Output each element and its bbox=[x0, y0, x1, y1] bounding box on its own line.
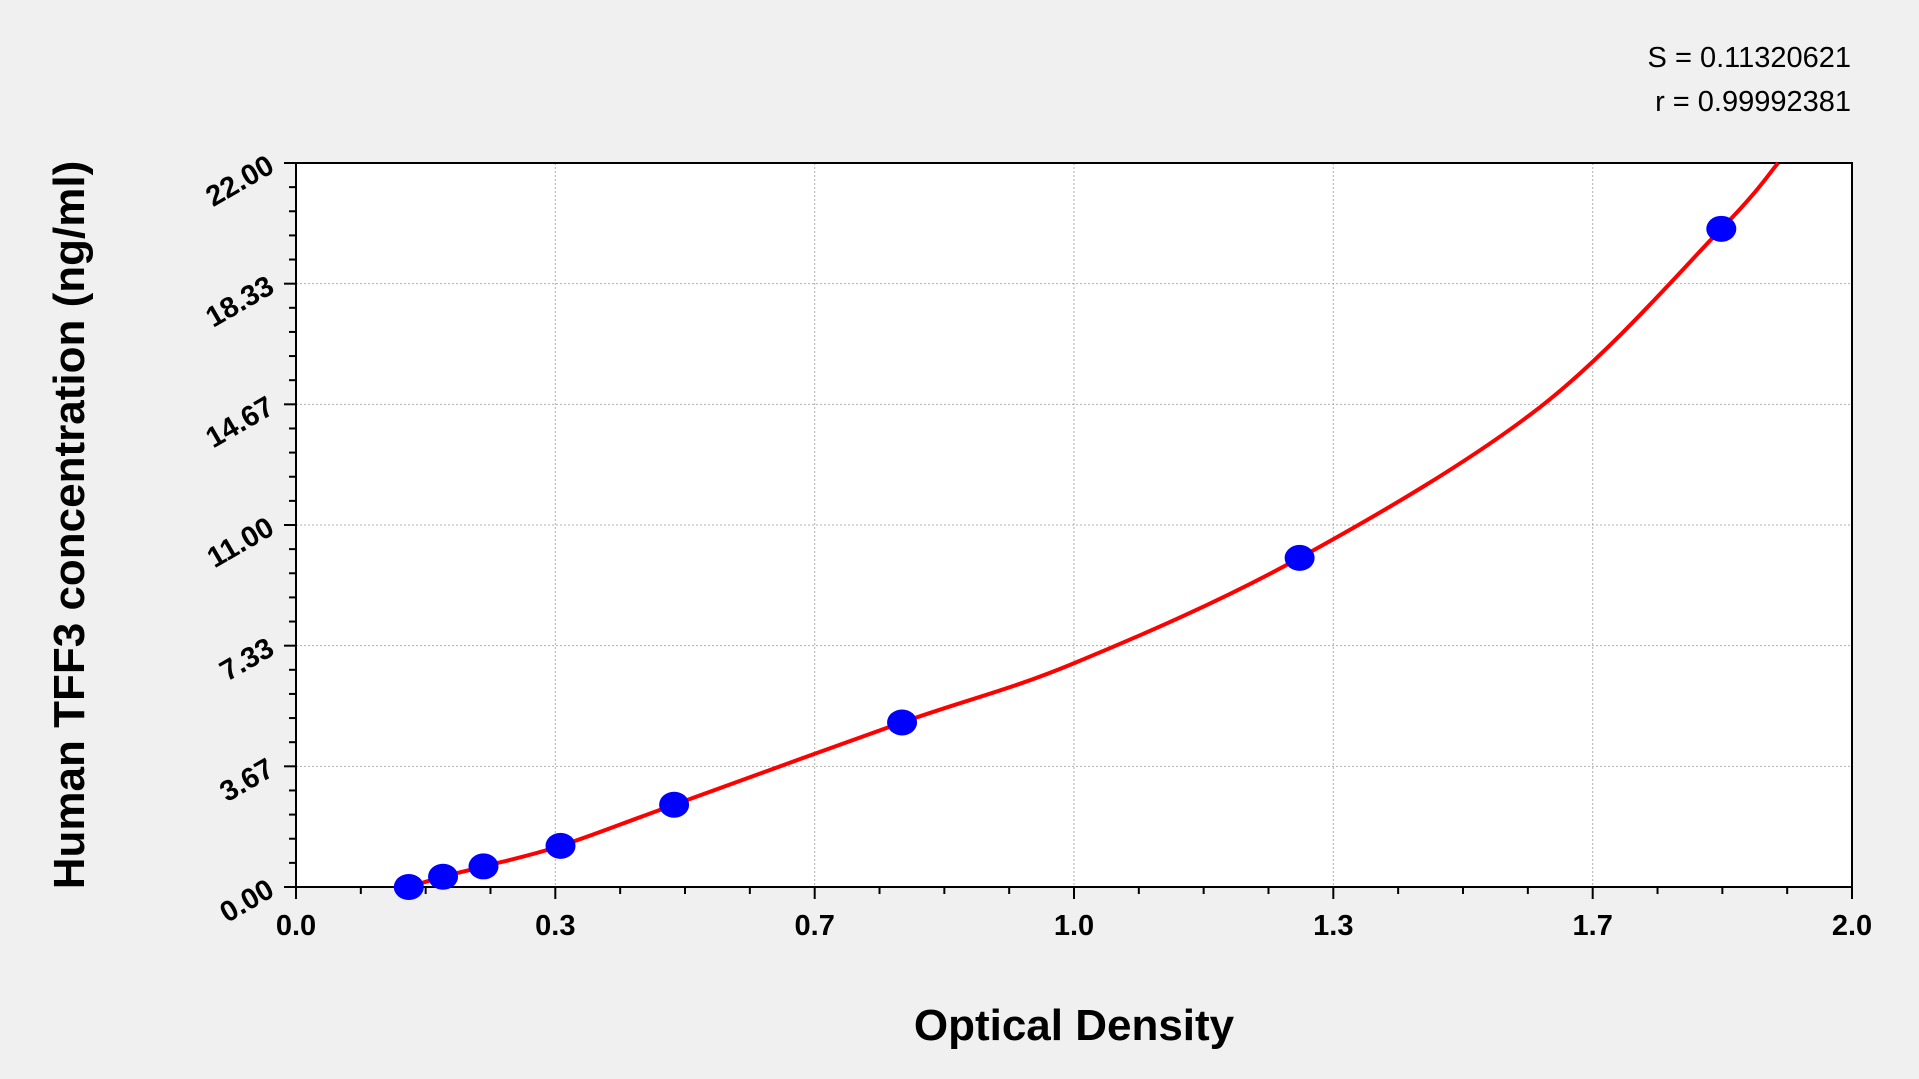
data-point bbox=[428, 863, 459, 890]
x-tick-label: 1.7 bbox=[1573, 910, 1613, 942]
y-tick-label: 18.33 bbox=[201, 270, 280, 334]
y-tick-label: 22.00 bbox=[201, 149, 280, 213]
y-tick-label: 7.33 bbox=[215, 632, 280, 688]
x-tick-label: 0.7 bbox=[795, 910, 835, 942]
x-axis-label: Optical Density bbox=[914, 1001, 1235, 1050]
data-point bbox=[659, 791, 690, 818]
data-point bbox=[1706, 215, 1737, 242]
plot-frame bbox=[295, 162, 1853, 888]
y-tick-label: 14.67 bbox=[201, 391, 280, 455]
data-point bbox=[545, 832, 576, 859]
x-tick-labels: 0.0 0.3 0.7 1.0 1.3 1.7 2.0 bbox=[276, 910, 1872, 942]
ticks bbox=[284, 162, 1853, 899]
grid bbox=[296, 163, 1852, 887]
stat-r: r = 0.99992381 bbox=[1655, 86, 1851, 118]
data-point bbox=[1284, 544, 1315, 571]
y-tick-label: 11.00 bbox=[202, 511, 279, 574]
data-points bbox=[393, 215, 1737, 900]
y-tick-label: 0.00 bbox=[215, 873, 280, 929]
x-tick-label: 1.3 bbox=[1313, 910, 1353, 942]
x-tick-label: 2.0 bbox=[1832, 910, 1872, 942]
x-tick-label: 0.3 bbox=[535, 910, 575, 942]
data-point bbox=[887, 709, 918, 736]
y-tick-labels: 0.00 3.67 7.33 11.00 14.67 18.33 22.00 bbox=[201, 149, 280, 929]
data-point bbox=[468, 853, 499, 880]
y-tick-label: 3.67 bbox=[215, 753, 280, 809]
fit-curve bbox=[408, 161, 1780, 889]
y-axis-label: Human TFF3 concentration (ng/ml) bbox=[45, 161, 94, 889]
stat-s: S = 0.11320621 bbox=[1648, 42, 1851, 74]
x-tick-label: 0.0 bbox=[276, 910, 316, 942]
x-tick-label: 1.0 bbox=[1054, 910, 1094, 942]
data-point bbox=[393, 874, 424, 900]
